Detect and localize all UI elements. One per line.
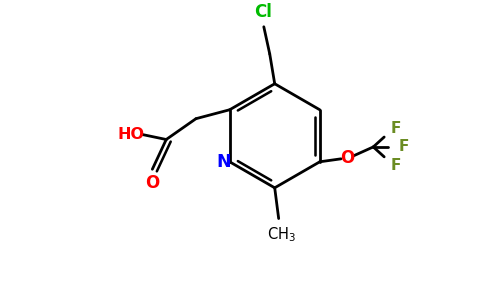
Text: F: F xyxy=(399,140,409,154)
Text: CH$_3$: CH$_3$ xyxy=(267,225,296,244)
Text: Cl: Cl xyxy=(254,3,272,21)
Text: F: F xyxy=(391,158,401,173)
Text: O: O xyxy=(145,174,159,192)
Text: F: F xyxy=(391,121,401,136)
Text: N: N xyxy=(216,153,230,171)
Text: O: O xyxy=(340,149,355,167)
Text: HO: HO xyxy=(117,127,144,142)
